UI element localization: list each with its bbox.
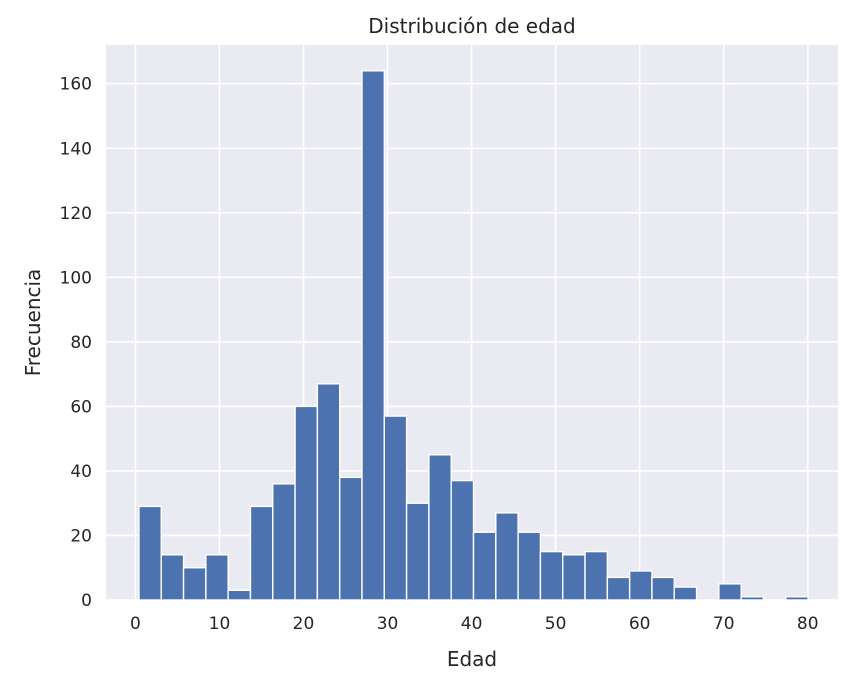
histogram-bar	[539, 550, 564, 601]
histogram-bar	[628, 570, 653, 601]
histogram-bar	[294, 405, 319, 601]
x-tick-label: 30	[377, 614, 399, 634]
histogram-bar	[316, 383, 341, 601]
y-tick-label: 20	[70, 526, 92, 546]
histogram-bars	[138, 70, 809, 601]
x-tick-label: 70	[713, 614, 735, 634]
histogram-bar	[338, 476, 363, 601]
histogram-bar	[138, 505, 162, 601]
x-tick-labels: 0 10 20 30 40 50 60 70 80	[130, 614, 819, 634]
histogram-bar	[495, 512, 519, 601]
y-axis-label: Frecuencia	[21, 269, 45, 377]
y-tick-labels: 0 20 40 60 80 100 120 140 160	[60, 75, 92, 611]
x-axis-label: Edad	[447, 647, 497, 671]
x-tick-label: 80	[797, 614, 819, 634]
histogram-bar	[249, 505, 274, 601]
histogram-bar	[450, 479, 475, 601]
histogram-bar	[182, 567, 207, 601]
histogram-bar	[606, 576, 631, 601]
histogram-bar	[718, 583, 742, 601]
histogram-bar	[584, 550, 609, 601]
x-tick-label: 20	[293, 614, 315, 634]
histogram-bar	[405, 502, 430, 601]
histogram-bar	[361, 70, 385, 601]
x-tick-label: 40	[461, 614, 483, 634]
histogram-bar	[785, 596, 809, 601]
histogram-bar	[562, 554, 586, 601]
histogram-bar	[272, 483, 296, 601]
y-tick-label: 80	[70, 333, 92, 353]
histogram-bar	[740, 596, 765, 601]
y-tick-label: 160	[60, 75, 92, 95]
x-tick-label: 0	[130, 614, 141, 634]
y-tick-label: 0	[81, 591, 92, 611]
x-tick-label: 50	[545, 614, 567, 634]
histogram-bar	[383, 415, 408, 601]
histogram-bar	[428, 454, 452, 601]
y-tick-label: 40	[70, 462, 92, 482]
y-tick-label: 60	[70, 397, 92, 417]
y-tick-label: 120	[60, 204, 92, 224]
histogram-bar	[651, 576, 675, 601]
histogram-bar	[205, 554, 229, 601]
histogram-bar	[673, 586, 698, 601]
histogram-bar	[472, 531, 497, 601]
y-tick-label: 100	[60, 268, 92, 288]
histogram-bar	[227, 589, 252, 601]
chart-title: Distribución de edad	[368, 14, 576, 38]
x-tick-label: 60	[629, 614, 651, 634]
histogram-bar	[517, 531, 542, 601]
histogram-bar	[160, 554, 185, 601]
y-tick-label: 140	[60, 139, 92, 159]
x-tick-label: 10	[209, 614, 231, 634]
